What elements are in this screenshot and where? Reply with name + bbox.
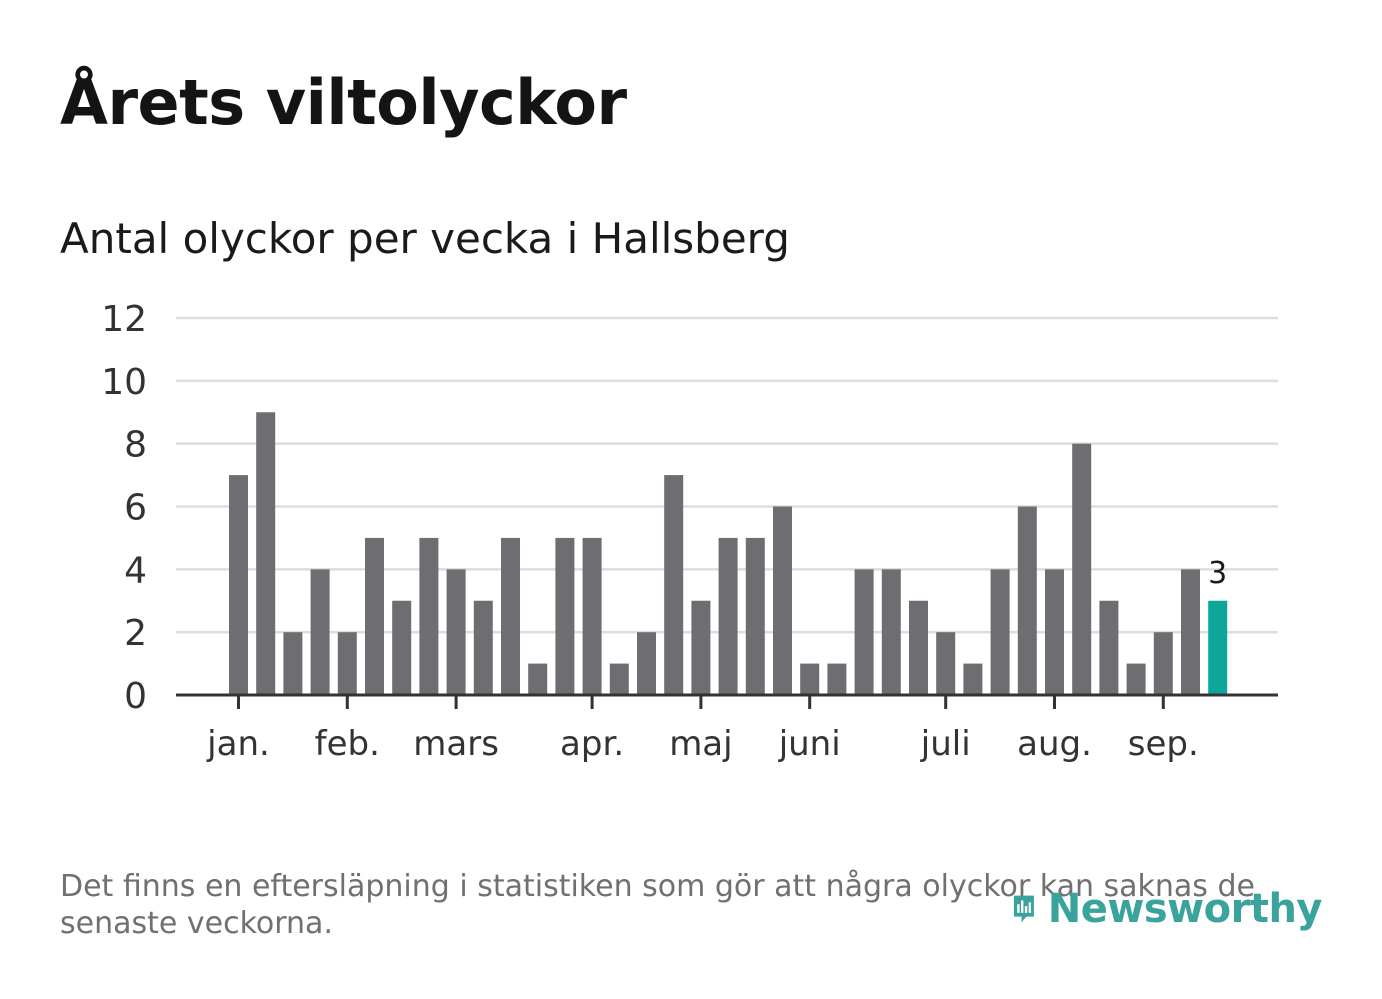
bars: 3 [229,412,1227,695]
footnote: Det finns en eftersläpning i statistiken… [60,869,1255,941]
bar-chart: 0 2 4 6 8 10 12 3 jan. feb. mars apr. maj juni juli a… [101,299,1278,764]
bar [528,663,548,695]
x-tick-label: juni [778,724,841,764]
bar [392,600,412,695]
x-tick-label: sep. [1128,724,1199,764]
x-tick-label: jan. [206,724,270,764]
bar [419,537,439,695]
bar [256,412,276,695]
bar [936,632,956,695]
bar [990,569,1010,695]
bar [1072,443,1092,695]
bar [637,632,656,695]
y-tick-label: 2 [124,613,147,654]
bar [881,569,901,695]
bar [1099,600,1119,695]
y-axis-ticks: 0 2 4 6 8 10 12 [101,299,147,717]
bar [501,537,520,695]
x-tick-label: feb. [315,724,380,764]
bar [745,537,765,695]
y-tick-label: 8 [124,425,147,466]
y-tick-label: 12 [101,299,147,340]
bar [664,475,684,695]
x-tick-label: mars [413,724,499,764]
y-tick-label: 6 [124,488,147,529]
bar [337,632,357,695]
bar [446,569,466,695]
y-tick-label: 10 [101,362,147,403]
bar [827,663,847,695]
bar [1153,632,1173,695]
bar [582,537,602,695]
highlighted-bar [1208,600,1228,695]
chart-title: Årets viltolyckor [60,66,627,139]
bar [310,569,330,695]
y-tick-label: 0 [124,676,147,717]
x-tick-label: apr. [560,724,624,764]
x-tick-label: juli [920,724,971,764]
bar [800,663,820,695]
newsworthy-logo: Newsworthy [1012,876,1323,942]
bar [718,537,738,695]
bar [365,537,384,695]
x-tick-label: maj [669,724,732,764]
logo-text: Newsworthy [1047,886,1323,932]
bar [1181,569,1200,695]
bar [1017,506,1037,695]
bar [555,537,575,695]
newsworthy-logo-icon [1013,895,1034,923]
x-tick-label: aug. [1017,724,1092,764]
highlight-value-label: 3 [1208,556,1227,591]
bar [773,506,792,695]
bar [283,632,303,695]
y-tick-label: 4 [124,550,147,591]
x-axis-ticks: jan. feb. mars apr. maj juni juli aug. sep. [206,695,1199,764]
bar [473,600,493,695]
bar [909,600,928,695]
bar [1126,663,1146,695]
bar [691,600,711,695]
bar [854,569,874,695]
bar [1045,569,1064,695]
bar [609,663,629,695]
chart-subtitle: Antal olyckor per vecka i Hallsberg [60,214,790,263]
bar [963,663,983,695]
bar [229,475,248,695]
